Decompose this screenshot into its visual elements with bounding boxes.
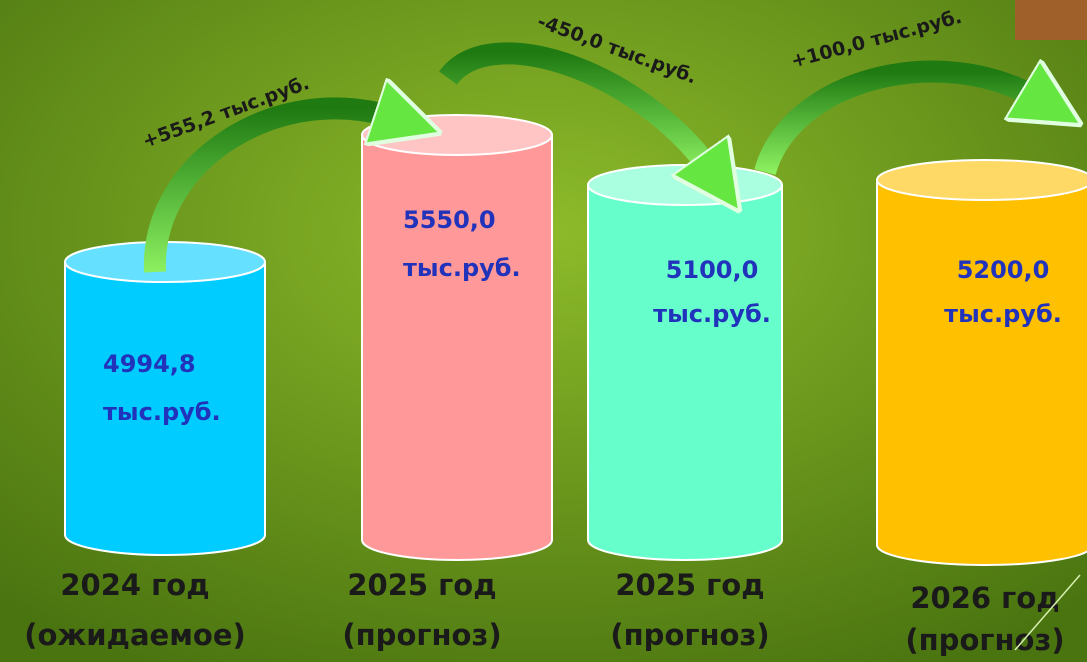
- caption: 2025 год: [347, 568, 496, 602]
- caption: (ожидаемое): [24, 618, 246, 652]
- caption: 2025 год: [615, 568, 764, 602]
- value-label: 5100,0: [666, 256, 759, 284]
- caption: 2026 год: [910, 581, 1059, 615]
- pointer-line: [1014, 574, 1081, 651]
- corner-image: [1015, 0, 1087, 40]
- value-label: тыс.руб.: [403, 254, 521, 282]
- value-label: тыс.руб.: [653, 300, 771, 328]
- caption: 2024 год: [60, 568, 209, 602]
- value-label: 4994,8: [103, 350, 196, 378]
- cylinder: [361, 114, 553, 561]
- caption: (прогноз): [342, 618, 501, 652]
- caption: (прогноз): [610, 618, 769, 652]
- value-label: 5550,0: [403, 206, 496, 234]
- value-label: тыс.руб.: [944, 300, 1062, 328]
- cylinder: [64, 241, 266, 556]
- caption: (прогноз): [905, 623, 1064, 657]
- cylinder: [876, 159, 1087, 566]
- cylinder: [587, 164, 783, 561]
- arrow: [143, 108, 395, 273]
- arrow: [439, 42, 712, 172]
- value-label: тыс.руб.: [103, 398, 221, 426]
- value-label: 5200,0: [957, 256, 1050, 284]
- arrow: [754, 72, 1040, 176]
